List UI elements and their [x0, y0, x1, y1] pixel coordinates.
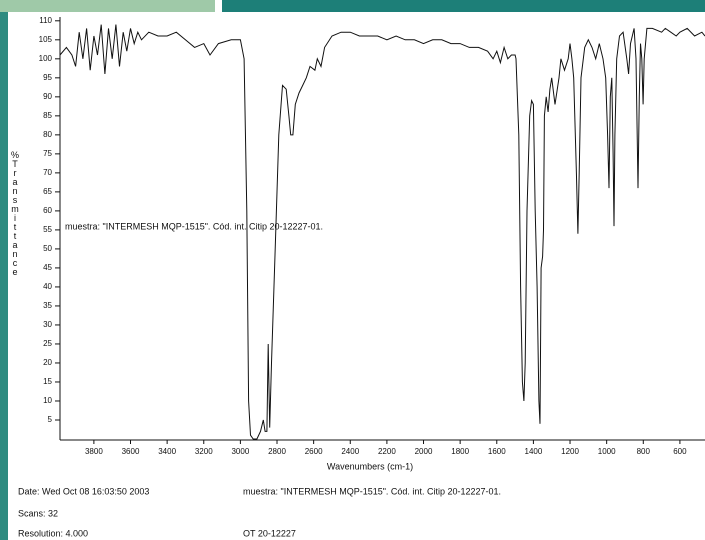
- x-tick-label: 2200: [378, 447, 396, 456]
- footer-sample: muestra: "INTERMESH MQP-1515". Cód. int.…: [243, 486, 501, 496]
- x-tick-label: 1800: [451, 447, 469, 456]
- x-tick-label: 3600: [122, 447, 140, 456]
- spectrum-line: [59, 24, 705, 440]
- x-tick-label: 3800: [85, 447, 103, 456]
- footer-resolution: Resolution: 4.000: [18, 528, 88, 538]
- footer-order: OT 20-12227: [243, 528, 296, 538]
- y-tick-label: 110: [39, 16, 52, 25]
- y-axis-label: %Transmittance: [10, 150, 20, 276]
- x-tick-label: 3000: [231, 447, 249, 456]
- x-tick-label: 600: [673, 447, 687, 456]
- y-tick-label: 105: [39, 35, 53, 44]
- side-strip: [0, 0, 8, 540]
- x-tick-label: 2800: [268, 447, 286, 456]
- y-tick-label: 75: [43, 149, 52, 158]
- y-tick-label: 20: [43, 358, 52, 367]
- y-tick-label: 45: [43, 263, 52, 272]
- annotation: muestra: "INTERMESH MQP-1515". Cód. int.…: [65, 221, 323, 231]
- top-strip: [0, 0, 215, 12]
- y-tick-label: 60: [43, 206, 52, 215]
- x-tick-label: 3400: [158, 447, 176, 456]
- x-axis-label: Wavenumbers (cm-1): [327, 461, 413, 471]
- x-tick-label: 3200: [195, 447, 213, 456]
- top-bar: [222, 0, 705, 12]
- y-tick-label: 100: [39, 54, 53, 63]
- x-tick-label: 1200: [561, 447, 579, 456]
- footer-date: Date: Wed Oct 08 16:03:50 2003: [18, 486, 149, 496]
- x-tick-label: 2600: [305, 447, 323, 456]
- y-tick-label: 25: [43, 339, 52, 348]
- y-tick-label: 90: [43, 92, 52, 101]
- y-tick-label: 35: [43, 301, 52, 310]
- x-tick-label: 1000: [598, 447, 616, 456]
- x-tick-label: 2400: [341, 447, 359, 456]
- y-tick-label: 5: [48, 415, 53, 424]
- y-tick-label: 95: [43, 73, 52, 82]
- y-tick-label: 30: [43, 320, 52, 329]
- y-tick-label: 65: [43, 187, 52, 196]
- x-tick-label: 1400: [525, 447, 543, 456]
- y-tick-label: 85: [43, 111, 52, 120]
- x-tick-label: 2000: [415, 447, 433, 456]
- y-tick-label: 55: [43, 225, 52, 234]
- y-tick-label: 10: [43, 396, 52, 405]
- x-tick-label: 1600: [488, 447, 506, 456]
- y-tick-label: 15: [43, 377, 52, 386]
- y-tick-label: 50: [43, 244, 52, 253]
- x-tick-label: 800: [637, 447, 651, 456]
- footer-scans: Scans: 32: [18, 508, 58, 518]
- y-tick-label: 70: [43, 168, 52, 177]
- y-tick-label: 40: [43, 282, 52, 291]
- y-tick-label: 80: [43, 130, 52, 139]
